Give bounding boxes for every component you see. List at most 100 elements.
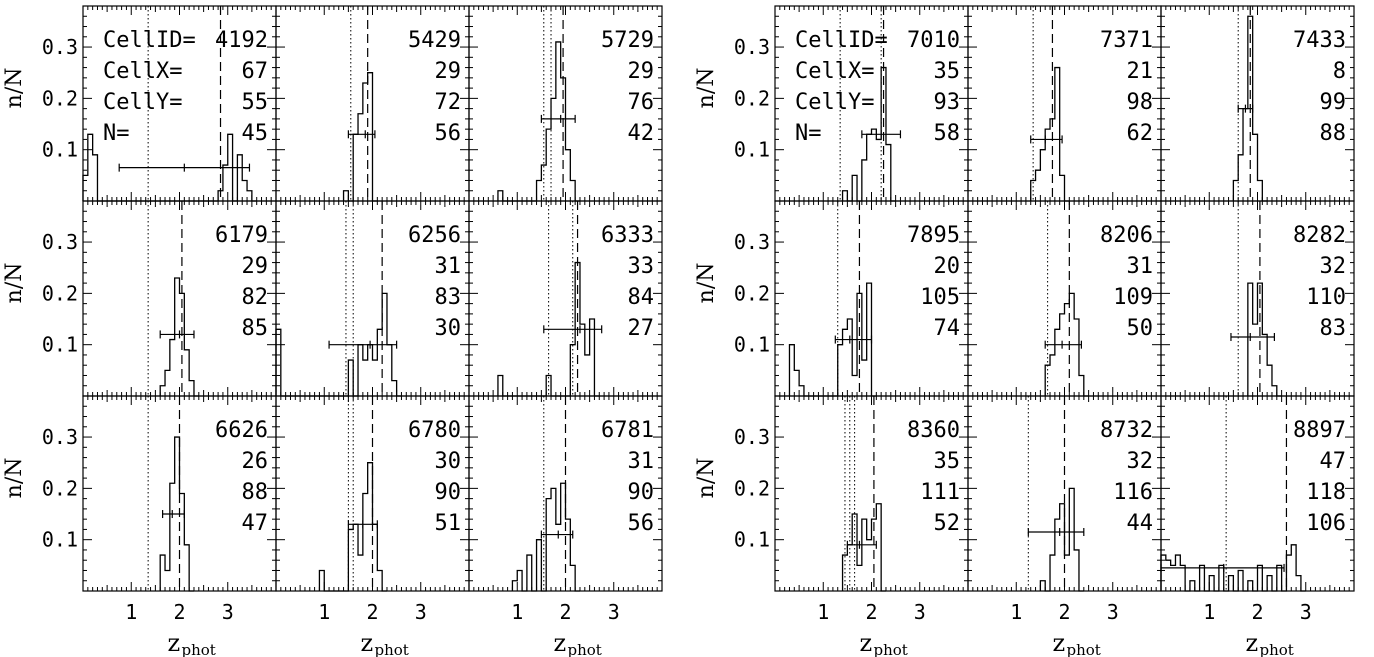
x-axis-label-subscript: phot bbox=[182, 641, 216, 657]
n-value: 56 bbox=[435, 121, 462, 146]
x-tick-label: 1 bbox=[125, 600, 137, 624]
cell-x-value: 29 bbox=[628, 59, 655, 84]
panel-5429: 5429 29 72 56 bbox=[275, 5, 470, 202]
cell-x-value: 35 bbox=[934, 449, 961, 474]
n-label: N= bbox=[795, 121, 822, 146]
cell-y-value: 84 bbox=[628, 285, 655, 310]
y-axis-label: n/N bbox=[694, 262, 719, 303]
y-tick-label: 0.2 bbox=[42, 281, 78, 305]
n-value: 45 bbox=[242, 121, 269, 146]
y-tick-label: 0.3 bbox=[734, 230, 770, 254]
x-tick-label: 3 bbox=[608, 600, 620, 624]
cell-y-label: CellY= bbox=[103, 90, 182, 115]
cell-id-value: 6256 bbox=[408, 223, 461, 248]
cell-y-value: 99 bbox=[1320, 90, 1347, 115]
x-axis-label: z bbox=[1246, 629, 1259, 657]
panel-4192: 4192 CellID= 67 CellX= 55 CellY= 45 N= 0.1 0.2 0.3… bbox=[2, 5, 277, 202]
cell-id-value: 6781 bbox=[601, 418, 654, 443]
y-tick-label: 0.2 bbox=[734, 476, 770, 500]
panel-6781: 6781 31 90 56 1 2 3 z phot bbox=[468, 395, 663, 657]
x-tick-label: 1 bbox=[1010, 600, 1022, 624]
n-value: 58 bbox=[934, 121, 961, 146]
x-axis-label-subscript: phot bbox=[1260, 641, 1294, 657]
x-axis-label: z bbox=[1053, 629, 1066, 657]
panel-6256: 6256 31 83 30 bbox=[275, 200, 470, 397]
panel-8360: 8360 35 111 52 0.1 0.2 0.3 n/N 1 2 3 z phot bbox=[694, 395, 969, 657]
cell-x-value: 35 bbox=[934, 59, 961, 84]
n-value: 42 bbox=[628, 121, 655, 146]
histogram-bars bbox=[159, 436, 194, 592]
cell-id-value: 5429 bbox=[408, 28, 461, 53]
n-value: 85 bbox=[242, 316, 269, 341]
x-tick-label: 1 bbox=[511, 600, 523, 624]
cell-id-value: 8897 bbox=[1293, 418, 1346, 443]
x-tick-label: 2 bbox=[559, 600, 571, 624]
x-axis-label: z bbox=[361, 629, 374, 657]
x-axis-label-subscript: phot bbox=[568, 641, 602, 657]
y-axis-label: n/N bbox=[2, 262, 27, 303]
histogram-bars bbox=[788, 282, 877, 397]
cell-x-value: 21 bbox=[1127, 59, 1154, 84]
cell-x-label: CellX= bbox=[795, 59, 874, 84]
panel-6626: 6626 26 88 47 0.1 0.2 0.3 n/N 1 2 3 z phot bbox=[2, 395, 277, 657]
cell-y-value: 109 bbox=[1113, 285, 1153, 310]
panel-7371: 7371 21 98 62 bbox=[967, 5, 1162, 202]
cell-x-value: 67 bbox=[242, 59, 269, 84]
x-axis-label-subscript: phot bbox=[375, 641, 409, 657]
x-tick-label: 2 bbox=[865, 600, 877, 624]
y-tick-label: 0.2 bbox=[42, 86, 78, 110]
n-value: 30 bbox=[435, 316, 462, 341]
y-tick-label: 0.1 bbox=[734, 528, 770, 552]
y-tick-label: 0.3 bbox=[42, 230, 78, 254]
histogram-bars bbox=[1232, 15, 1268, 202]
x-axis-label: z bbox=[860, 629, 873, 657]
y-tick-label: 0.3 bbox=[42, 35, 78, 59]
histogram-bars bbox=[841, 503, 886, 592]
x-axis-label-subscript: phot bbox=[874, 641, 908, 657]
cell-x-value: 26 bbox=[242, 449, 269, 474]
cell-x-value: 20 bbox=[934, 254, 961, 279]
cell-y-value: 90 bbox=[628, 480, 655, 505]
cell-y-value: 55 bbox=[242, 90, 269, 115]
x-axis-label-subscript: phot bbox=[1067, 641, 1101, 657]
n-value: 47 bbox=[242, 511, 269, 536]
cell-x-value: 29 bbox=[242, 254, 269, 279]
n-value: 83 bbox=[1320, 316, 1347, 341]
panels-layer: 4192 CellID= 67 CellX= 55 CellY= 45 N= 0.1 0.2 0.3… bbox=[2, 5, 1355, 657]
cell-id-value: 6179 bbox=[215, 223, 268, 248]
y-tick-label: 0.2 bbox=[734, 86, 770, 110]
cell-id-value: 7010 bbox=[907, 28, 960, 53]
cell-id-value: 7371 bbox=[1100, 28, 1153, 53]
histogram-bars bbox=[82, 133, 257, 202]
cell-y-value: 118 bbox=[1306, 480, 1346, 505]
cell-id-value: 8206 bbox=[1100, 223, 1153, 248]
cell-id-value: 5729 bbox=[601, 28, 654, 53]
cell-x-value: 47 bbox=[1320, 449, 1347, 474]
cell-y-value: 76 bbox=[628, 90, 655, 115]
y-tick-label: 0.1 bbox=[734, 138, 770, 162]
cell-id-value: 8360 bbox=[907, 418, 960, 443]
n-value: 106 bbox=[1306, 511, 1346, 536]
y-axis-label: n/N bbox=[2, 67, 27, 108]
histogram-bars bbox=[318, 462, 387, 592]
x-tick-label: 3 bbox=[415, 600, 427, 624]
y-axis-label: n/N bbox=[694, 457, 719, 498]
cell-y-value: 105 bbox=[920, 285, 960, 310]
y-tick-label: 0.3 bbox=[734, 35, 770, 59]
x-tick-label: 1 bbox=[318, 600, 330, 624]
histogram-bars bbox=[1247, 282, 1282, 397]
x-tick-label: 3 bbox=[222, 600, 234, 624]
x-tick-label: 2 bbox=[173, 600, 185, 624]
cell-x-value: 31 bbox=[435, 254, 462, 279]
cell-x-value: 31 bbox=[1127, 254, 1154, 279]
n-value: 56 bbox=[628, 511, 655, 536]
panel-8282: 8282 32 110 83 bbox=[1160, 200, 1355, 397]
x-tick-label: 2 bbox=[1251, 600, 1263, 624]
histogram-bars bbox=[342, 72, 378, 202]
cell-x-label: CellX= bbox=[103, 59, 182, 84]
histogram-bars bbox=[159, 277, 199, 397]
histogram-bars bbox=[497, 41, 580, 202]
n-value: 74 bbox=[934, 316, 961, 341]
cell-y-value: 111 bbox=[920, 480, 960, 505]
